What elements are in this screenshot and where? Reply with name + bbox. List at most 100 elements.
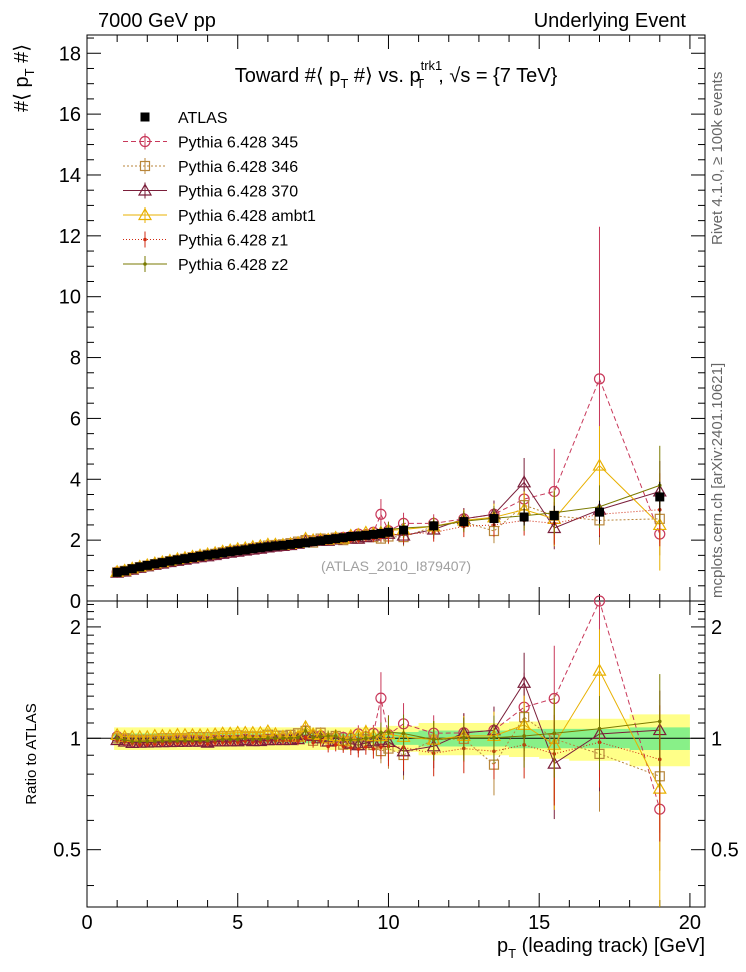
ratio-point — [122, 738, 127, 742]
ratio-axis-ticks: 0.5 0.51 12 20 5 10 15 20 — [53, 601, 739, 934]
ratio-point — [333, 734, 338, 738]
atlas-data-point — [376, 528, 386, 538]
ratio-point — [228, 737, 232, 742]
atlas-data-point — [248, 544, 258, 554]
legend: ATLAS Pythia 6.428 345 Pythia 6.428 346 Pyt… — [123, 110, 316, 274]
atlas-data-point — [165, 556, 175, 566]
data-point — [375, 508, 387, 520]
ratio-point — [401, 731, 406, 736]
atlas-data-point — [157, 558, 167, 568]
ratio-point — [318, 734, 323, 739]
ratio-point — [273, 736, 278, 741]
ratio-point — [115, 736, 119, 741]
ratio-point — [371, 735, 376, 740]
atlas-data-point — [270, 541, 280, 551]
atlas-data-point — [127, 564, 137, 574]
ratio-series-layer — [110, 595, 667, 907]
title-part-a: Toward #⟨ p — [235, 65, 341, 87]
title-sub1: T — [340, 76, 348, 91]
side-label-bottom: mcplots.cern.ch [arXiv:2401.10621] — [709, 363, 726, 598]
ylabel-part-a: #⟨ p — [11, 76, 33, 112]
atlas-data-point — [233, 546, 243, 556]
atlas-data-point — [218, 548, 228, 558]
legend-marker — [139, 160, 151, 172]
atlas-data-point — [346, 531, 356, 541]
ratio-point — [296, 735, 300, 740]
atlas-data-point — [338, 533, 348, 543]
ratio-point — [190, 738, 195, 743]
atlas-data-point — [240, 545, 250, 555]
atlas-data-point — [519, 512, 529, 522]
ratio-point — [517, 675, 532, 688]
atlas-data-point — [293, 538, 303, 548]
atlas-data-point — [316, 536, 326, 546]
legend-marker — [140, 112, 150, 122]
ratio-point — [230, 734, 245, 747]
xlabel-part-b: (leading track) [GeV] — [516, 935, 705, 957]
x-tick-label: 15 — [528, 912, 550, 934]
main-axis-ticks: 0 2 4 6 8 10 12 14 16 18 — [59, 35, 705, 613]
title-part-c: , √s = {7 TeV} — [438, 65, 557, 87]
atlas-data-point — [210, 549, 220, 559]
ratio-point — [375, 692, 387, 704]
ratio-point — [266, 736, 270, 741]
y-tick-label: 16 — [59, 104, 81, 126]
ratio-point — [281, 736, 285, 741]
atlas-data-point — [188, 552, 198, 562]
y-tick-label: 8 — [70, 348, 81, 370]
ratio-point — [220, 737, 225, 742]
legend-marker — [143, 237, 147, 242]
ratio-point — [258, 737, 263, 742]
plot-title: Toward #⟨ pT #⟩ vs. ptrk1 T, √s = {7 TeV} — [235, 58, 558, 91]
data-point — [517, 475, 532, 488]
legend-label: Pythia 6.428 345 — [178, 135, 298, 152]
y-tick-label: 12 — [59, 226, 81, 248]
ratio-point — [303, 735, 308, 740]
atlas-data-point — [203, 550, 213, 560]
ratio-point — [238, 733, 253, 746]
ratio-point — [379, 730, 383, 735]
ratio-point — [130, 739, 135, 744]
ratio-panel: 0.5 0.51 12 20 5 10 15 20 Ratio to ATLAS pT (le… — [23, 595, 739, 961]
atlas-data-point — [112, 567, 122, 577]
ratio-tick-label-right: 2 — [711, 617, 722, 639]
ylabel-sub: T — [22, 68, 37, 76]
watermark: (ATLAS_2010_I879407) — [321, 558, 471, 574]
atlas-data-point — [323, 535, 333, 545]
ratio-tick-label-right: 0.5 — [711, 840, 739, 862]
ratio-point — [348, 738, 353, 742]
main-series-layer — [110, 226, 667, 578]
ratio-point — [657, 719, 662, 724]
atlas-data-point — [331, 534, 341, 544]
atlas-data-point — [263, 542, 273, 552]
y-tick-label: 4 — [70, 469, 81, 491]
ratio-point — [245, 733, 260, 747]
atlas-data-point — [142, 560, 152, 570]
ratio-point — [253, 733, 268, 747]
ratio-point — [326, 734, 330, 738]
y-tick-label: 2 — [70, 530, 81, 552]
data-point — [593, 373, 606, 385]
legend-label: Pythia 6.428 z1 — [178, 233, 288, 250]
x-tick-label: 5 — [232, 912, 243, 934]
ratio-point — [348, 745, 353, 750]
ratio-point — [160, 739, 165, 743]
y-tick-label: 0 — [70, 591, 81, 613]
atlas-data-point — [383, 527, 393, 537]
atlas-data-point — [361, 530, 371, 540]
ratio-point — [175, 738, 180, 743]
atlas-data-point — [301, 538, 311, 548]
ylabel-part-b: #⟩ — [11, 44, 33, 68]
ratio-point — [593, 595, 606, 607]
ratio-point — [251, 737, 255, 742]
x-axis-label: pT (leading track) [GeV] — [497, 935, 705, 961]
ratio-point — [205, 741, 210, 746]
ratio-point — [183, 738, 187, 743]
legend-marker — [137, 183, 153, 196]
atlas-data-point — [549, 510, 559, 520]
legend-label: Pythia 6.428 z2 — [178, 257, 288, 274]
ratio-point — [333, 742, 338, 747]
legend-label: Pythia 6.428 ambt1 — [178, 208, 316, 225]
ratio-series-pythia-6-428-345 — [111, 595, 666, 833]
